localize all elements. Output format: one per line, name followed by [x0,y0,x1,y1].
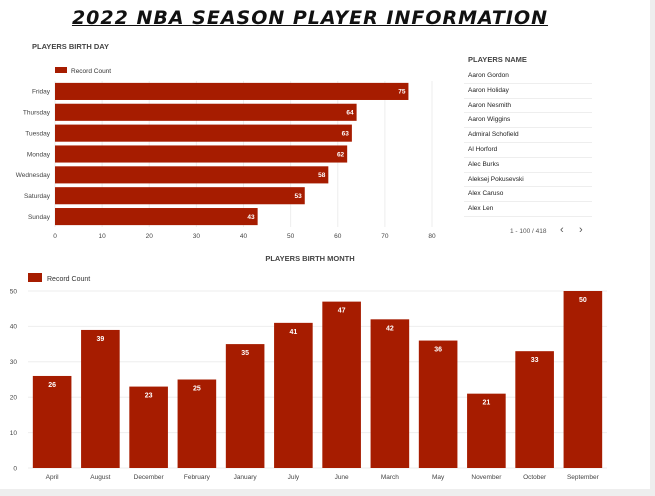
player-name-row[interactable]: Alec Burks [464,158,592,173]
player-name-row[interactable]: Al Horford [464,143,592,158]
category-label: April [46,474,60,481]
x-tick-label: 60 [334,233,342,240]
x-tick-label: 0 [53,233,57,240]
bar [225,344,265,468]
player-name-row[interactable]: Aaron Gordon [464,69,592,84]
data-label: 42 [386,325,394,332]
y-tick-label: 0 [13,465,17,472]
bar [32,375,72,468]
x-tick-label: 50 [287,233,295,240]
players-name-list: Aaron Gordon Aaron Holiday Aaron Nesmith… [464,69,592,217]
category-label: October [523,474,547,481]
data-label: 53 [295,193,303,200]
data-label: 50 [579,297,587,304]
birth-day-chart: Record Count 0 10 20 30 40 50 60 70 80 Friday 75 Thu… [16,67,436,240]
bar [55,124,352,142]
category-label: January [234,474,258,481]
bar [563,291,603,468]
category-label: May [432,474,445,481]
category-label: September [567,474,600,481]
bar [177,379,217,468]
category-label: March [381,474,399,481]
category-label: Friday [32,89,51,96]
data-label: 63 [342,130,350,137]
bar [370,319,410,468]
player-name-row[interactable]: Aaron Wiggins [464,113,592,129]
pagination-label: 1 - 100 / 418 [510,228,547,235]
data-label: 75 [398,89,406,96]
data-label: 62 [337,151,345,158]
player-name-row[interactable]: Aleksej Pokusevski [464,173,592,188]
category-label: December [134,474,165,481]
bar [129,386,168,468]
category-label: June [335,474,349,481]
category-label: Tuesday [25,130,50,137]
category-label: Sunday [28,214,51,221]
legend-label: Record Count [47,276,90,283]
category-label: Saturday [24,193,51,200]
x-tick-label: 30 [193,233,201,240]
bar [55,82,409,100]
birth-day-chart-title: PLAYERS BIRTH DAY [32,42,109,51]
birth-month-chart-title: PLAYERS BIRTH MONTH [265,254,355,263]
category-label: Monday [27,151,51,158]
y-tick-label: 30 [10,359,18,366]
data-label: 25 [193,386,201,393]
category-label: Wednesday [16,172,51,179]
y-tick-label: 40 [10,324,18,331]
bar [467,393,506,468]
x-tick-label: 70 [381,233,389,240]
x-tick-label: 20 [146,233,154,240]
data-label: 21 [482,400,490,407]
y-tick-label: 50 [10,288,18,295]
page-border-bottom [0,489,655,496]
x-tick-label: 80 [428,233,436,240]
data-label: 26 [48,382,56,389]
bar [55,103,357,121]
players-table-title: PLAYERS NAME [468,55,527,64]
data-label: 39 [96,336,104,343]
data-label: 43 [247,214,255,221]
data-label: 33 [531,357,539,364]
data-label: 47 [338,308,346,315]
birth-month-chart: Record Count 0 10 20 30 40 50 26 April 39 August 23… [10,273,607,481]
x-tick-label: 40 [240,233,248,240]
chevron-left-icon[interactable]: ‹ [560,224,564,236]
player-name-row[interactable]: Alex Len [464,202,592,217]
bar [55,187,305,205]
category-label: November [471,474,502,481]
bar [55,166,329,184]
data-label: 58 [318,172,326,179]
bar [515,351,554,468]
player-name-row[interactable]: Aaron Nesmith [464,99,592,114]
player-name-row[interactable]: Admiral Schofield [464,128,592,143]
category-label: July [288,474,300,481]
bar [55,208,258,226]
player-name-row[interactable]: Alex Caruso [464,187,592,203]
bar [418,340,458,468]
legend-swatch [55,67,67,73]
legend-label: Record Count [71,68,111,75]
data-label: 41 [289,329,297,336]
data-label: 36 [434,347,442,354]
category-label: August [90,474,110,481]
data-label: 64 [346,110,354,117]
data-label: 23 [145,393,153,400]
y-tick-label: 20 [10,395,18,402]
chevron-right-icon[interactable]: › [579,224,583,236]
x-tick-label: 10 [99,233,107,240]
page-border-right [650,0,655,496]
bar [55,145,348,163]
y-tick-label: 10 [10,430,18,437]
category-label: Thursday [23,110,51,117]
bar [274,322,313,468]
player-name-row[interactable]: Aaron Holiday [464,84,592,99]
category-label: February [184,474,211,481]
page-title: 2022 NBA SEASON PLAYER INFORMATION [71,7,549,29]
legend-swatch [28,273,42,282]
bar [81,329,120,468]
bar [322,301,361,468]
data-label: 35 [241,350,249,357]
